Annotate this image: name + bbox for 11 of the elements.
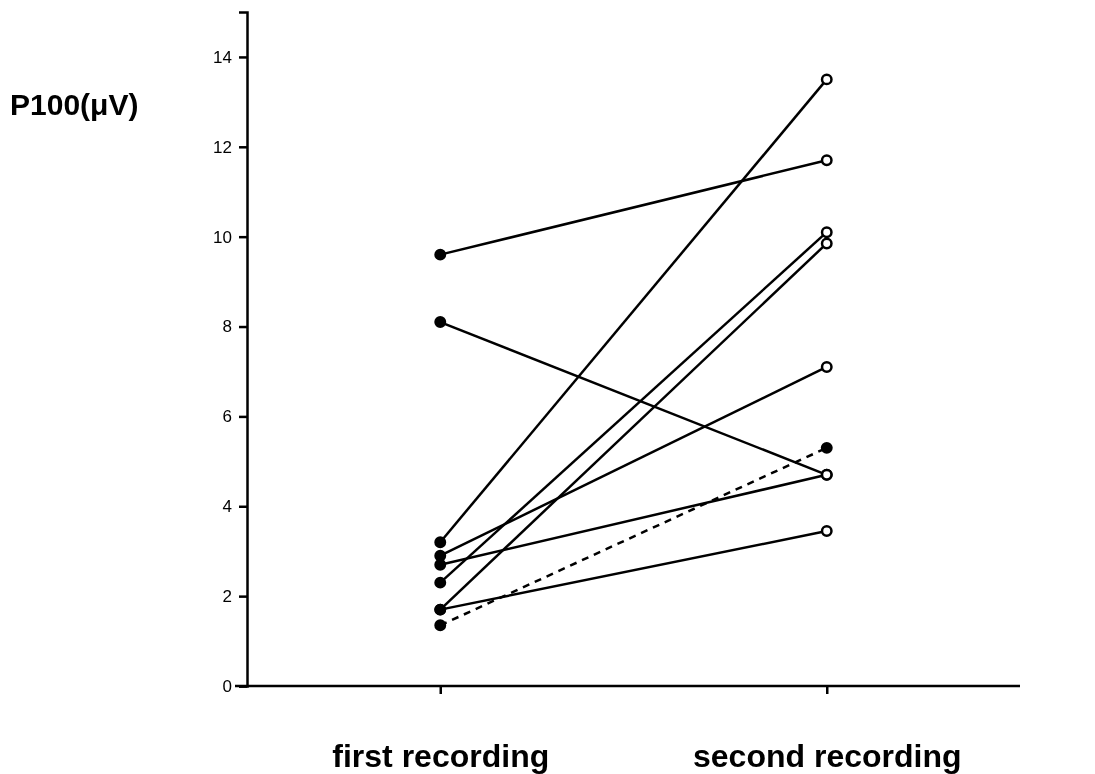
y-tick-label: 8 bbox=[222, 317, 232, 337]
y-tick-label: 0 bbox=[222, 676, 232, 696]
x-tick-label: first recording bbox=[332, 738, 550, 774]
y-tick-label: 10 bbox=[213, 227, 232, 247]
x-tick-label: second recording bbox=[693, 738, 962, 774]
y-tick-label: 6 bbox=[222, 407, 232, 427]
y-tick-label: 14 bbox=[213, 47, 232, 67]
y-axis-title: P100(μV) bbox=[10, 88, 139, 121]
y-tick-label: 2 bbox=[222, 587, 232, 607]
y-tick-label: 12 bbox=[213, 137, 232, 157]
y-tick-label: 4 bbox=[222, 497, 232, 517]
